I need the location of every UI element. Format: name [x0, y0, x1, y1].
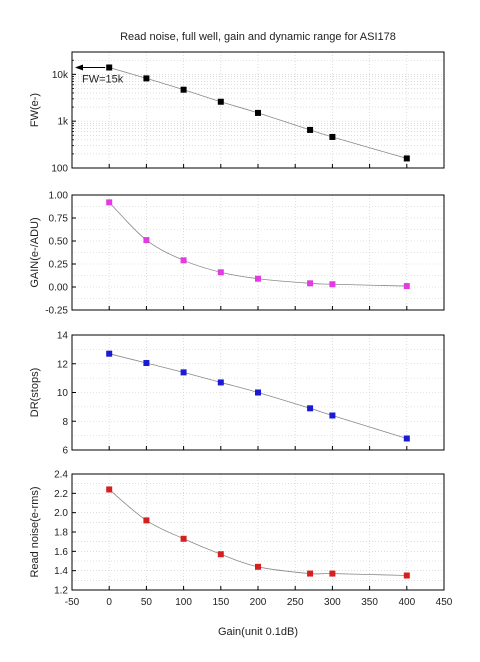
panel-2: -0.25 0.00 0.25 0.50 0.75 1.00 GAIN(e-/ADU)	[29, 191, 445, 317]
x-tick-label: 150	[212, 597, 229, 608]
y-tick-label: 1.2	[54, 586, 68, 597]
y-tick-label: 12	[57, 359, 69, 370]
y-tick-label: 10k	[52, 70, 69, 81]
y-tick-label: 0.25	[49, 260, 69, 271]
data-point	[180, 86, 187, 93]
data-point	[217, 551, 224, 558]
y-tick-label: 10	[57, 388, 69, 399]
data-point	[307, 570, 314, 577]
data-point	[106, 486, 113, 493]
data-point	[180, 535, 187, 542]
x-axis-label: Gain(unit 0.1dB)	[218, 626, 298, 638]
data-point	[307, 126, 314, 133]
y-tick-label: 6	[62, 446, 68, 457]
x-axis: -50 0 50 100 150 200 250 300 350 400 450	[65, 597, 453, 608]
data-point	[329, 133, 336, 140]
data-point	[403, 435, 410, 442]
y-tick-label: 0.50	[49, 237, 69, 248]
data-point	[180, 369, 187, 376]
data-point	[106, 350, 113, 357]
y-axis-label: DR(stops)	[29, 368, 41, 418]
y-tick-label: 0.00	[49, 283, 69, 294]
data-point	[255, 389, 261, 396]
data-point	[143, 75, 150, 82]
x-tick-label: 200	[250, 597, 267, 608]
x-tick-label: 250	[287, 597, 304, 608]
y-tick-label: 100	[51, 164, 68, 175]
data-point	[307, 280, 314, 287]
y-tick-label: 2.4	[54, 470, 68, 481]
data-point	[106, 199, 113, 206]
y-tick-label: 0.75	[49, 214, 69, 225]
y-tick-label: 1.8	[54, 528, 68, 539]
x-tick-label: 50	[141, 597, 153, 608]
y-axis-label: FW(e-)	[29, 93, 41, 127]
y-tick-label: 1.6	[54, 547, 68, 558]
panels-group: 100 1k 10k FW(e-) FW=15k -0.25 0.00 0.25 0.50 0.7…	[29, 51, 445, 597]
x-tick-label: 350	[361, 597, 378, 608]
x-tick-label: 300	[324, 597, 341, 608]
data-point	[403, 283, 410, 290]
data-point	[403, 155, 410, 162]
y-tick-label: -0.25	[45, 306, 68, 317]
x-tick-label: -50	[65, 597, 80, 608]
panel-4: 1.2 1.4 1.6 1.8 2.0 2.2 2.4 Read noise(e-rms)	[29, 470, 445, 597]
data-point	[143, 517, 150, 524]
data-point	[255, 563, 261, 570]
y-tick-label: 2.2	[54, 489, 68, 500]
data-point	[329, 281, 336, 288]
data-point	[255, 275, 261, 282]
annotation-arrow-head	[75, 64, 83, 71]
data-point	[143, 360, 150, 367]
y-axis-label: Read noise(e-rms)	[29, 486, 41, 577]
x-tick-label: 450	[436, 597, 453, 608]
chart-title: Read noise, full well, gain and dynamic …	[120, 31, 396, 43]
data-point	[217, 98, 224, 105]
data-point	[329, 412, 336, 419]
panel-3: 6 8 10 12 14 DR(stops)	[29, 331, 445, 457]
x-tick-label: 400	[398, 597, 415, 608]
x-tick-label: 100	[175, 597, 192, 608]
data-point	[329, 570, 336, 577]
y-tick-label: 14	[57, 331, 69, 342]
series-line	[108, 489, 407, 576]
y-tick-label: 1.4	[54, 566, 68, 577]
data-point	[217, 379, 224, 386]
data-point	[106, 64, 113, 71]
data-point	[180, 257, 187, 264]
y-axis-label: GAIN(e-/ADU)	[29, 217, 41, 287]
data-point	[403, 572, 410, 579]
y-tick-label: 1k	[57, 117, 69, 128]
y-tick-label: 8	[62, 417, 68, 428]
y-tick-label: 2.0	[54, 508, 68, 519]
panel-1: 100 1k 10k FW(e-) FW=15k	[29, 51, 445, 175]
y-tick-label: 1.00	[49, 191, 69, 202]
data-point	[143, 237, 150, 244]
data-point	[217, 269, 224, 276]
annotation-text: FW=15k	[82, 73, 124, 85]
data-point	[255, 109, 261, 116]
data-point	[307, 405, 314, 412]
x-tick-label: 0	[106, 597, 112, 608]
